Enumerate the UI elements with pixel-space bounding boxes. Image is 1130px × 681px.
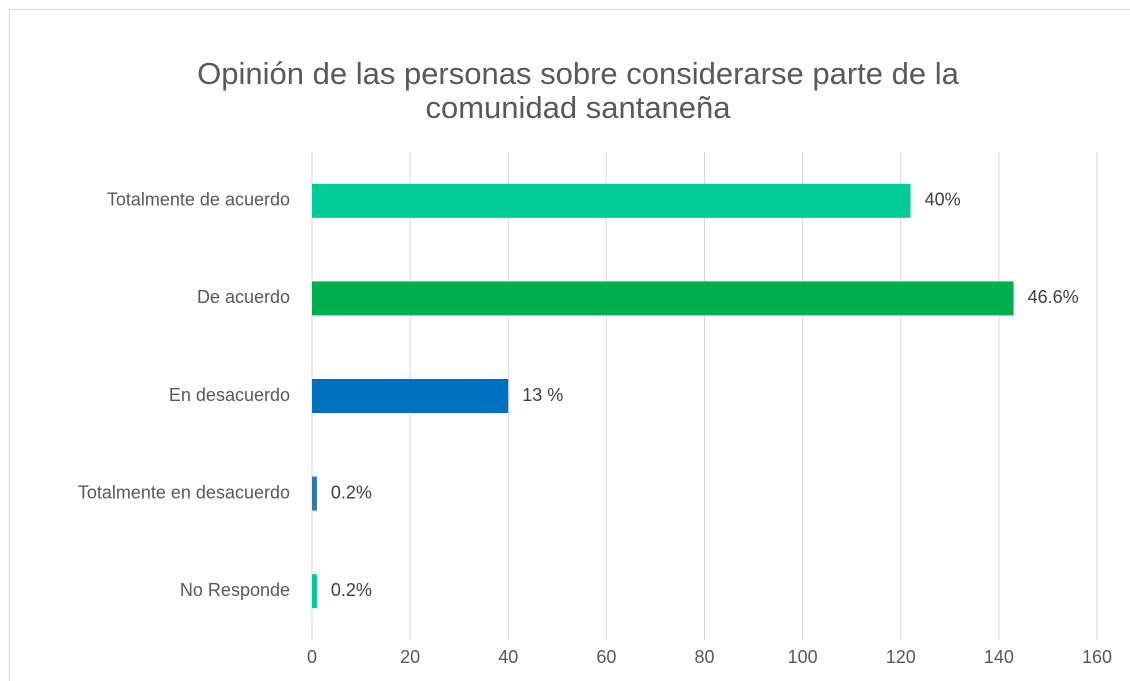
data-label: 13 % xyxy=(522,385,563,405)
x-tick-label: 20 xyxy=(400,647,420,667)
x-tick-label: 140 xyxy=(984,647,1014,667)
y-tick-label: En desacuerdo xyxy=(169,385,290,405)
bar xyxy=(312,379,509,413)
bar xyxy=(312,281,1014,316)
chart-title: comunidad santaneña xyxy=(425,90,731,125)
data-label: 0.2% xyxy=(331,482,372,502)
x-tick-label: 80 xyxy=(694,647,714,667)
bar xyxy=(312,183,911,218)
y-tick-label: Totalmente de acuerdo xyxy=(107,190,290,210)
y-tick-label: Totalmente en desacuerdo xyxy=(78,482,290,502)
bar xyxy=(312,476,317,511)
chart-title: Opinión de las personas sobre considerar… xyxy=(197,56,959,91)
y-tick-label: De acuerdo xyxy=(197,287,290,307)
y-tick-label: No Responde xyxy=(180,580,290,600)
data-label: 0.2% xyxy=(331,580,372,600)
x-tick-label: 60 xyxy=(596,647,616,667)
data-label: 40% xyxy=(925,190,961,210)
x-tick-label: 120 xyxy=(886,647,916,667)
chart-border xyxy=(9,9,1130,681)
x-tick-label: 0 xyxy=(307,647,317,667)
x-tick-label: 40 xyxy=(498,647,518,667)
bar xyxy=(312,574,317,609)
x-tick-label: 160 xyxy=(1082,647,1112,667)
x-tick-label: 100 xyxy=(788,647,818,667)
data-label: 46.6% xyxy=(1028,287,1079,307)
